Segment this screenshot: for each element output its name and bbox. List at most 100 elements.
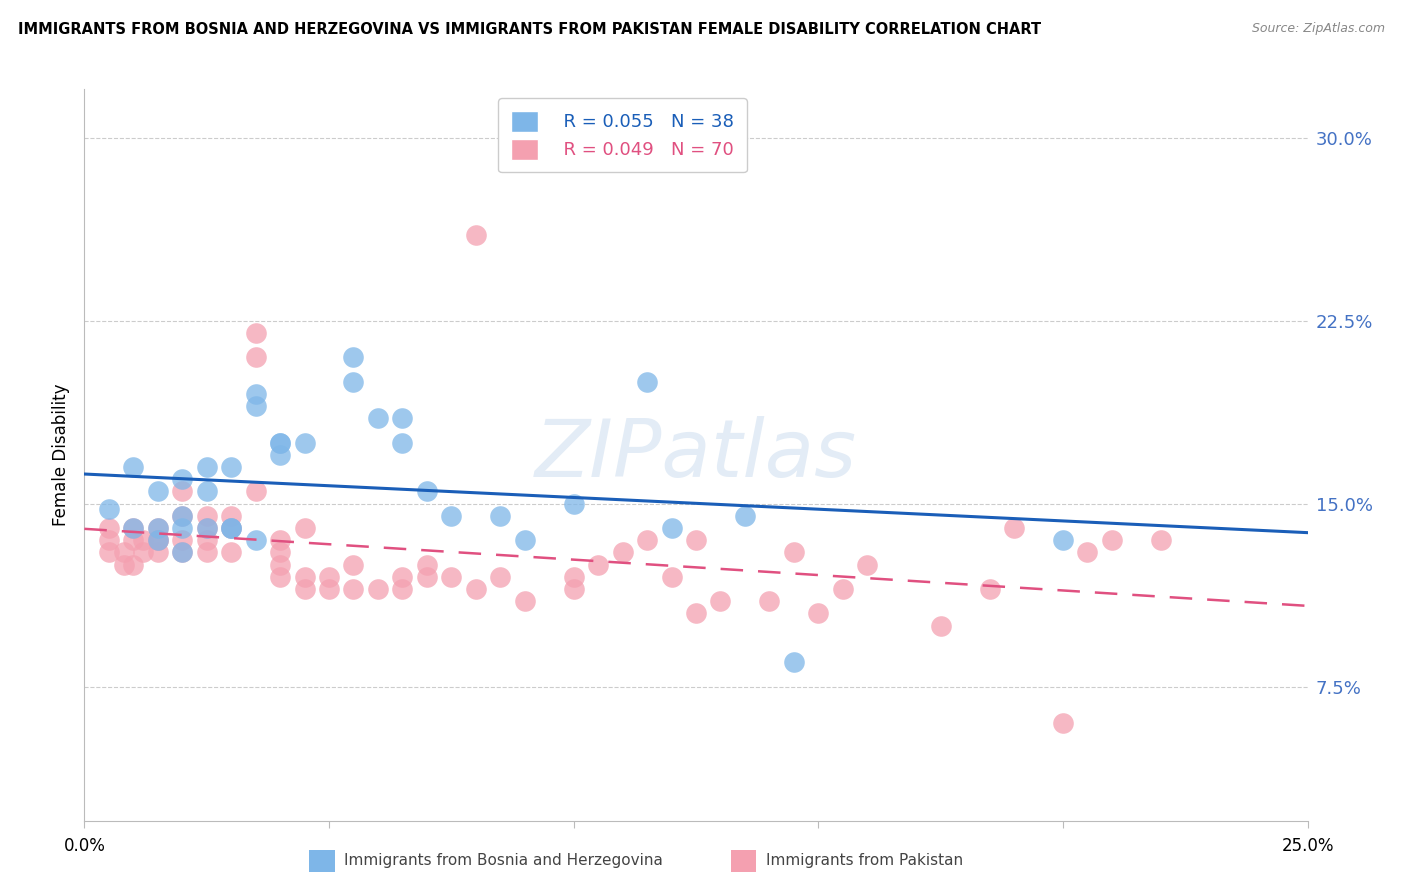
Point — [219, 521, 242, 535]
Text: 0.0%: 0.0% — [63, 838, 105, 855]
Point — [269, 533, 291, 548]
Point — [513, 594, 536, 608]
Point — [195, 484, 218, 499]
Point — [367, 411, 389, 425]
Point — [112, 558, 135, 572]
Point — [172, 545, 194, 559]
Point — [269, 558, 291, 572]
Text: Immigrants from Bosnia and Herzegovina: Immigrants from Bosnia and Herzegovina — [344, 854, 664, 868]
Text: 25.0%: 25.0% — [1281, 838, 1334, 855]
Point — [685, 607, 707, 621]
Point — [97, 501, 120, 516]
Text: IMMIGRANTS FROM BOSNIA AND HERZEGOVINA VS IMMIGRANTS FROM PAKISTAN FEMALE DISABI: IMMIGRANTS FROM BOSNIA AND HERZEGOVINA V… — [18, 22, 1042, 37]
Point — [245, 326, 267, 340]
Point — [709, 594, 731, 608]
Point — [1150, 533, 1173, 548]
Legend:   R = 0.055   N = 38,   R = 0.049   N = 70: R = 0.055 N = 38, R = 0.049 N = 70 — [498, 98, 747, 172]
Point — [318, 582, 340, 596]
Point — [294, 570, 316, 584]
Point — [1052, 716, 1074, 731]
Point — [342, 351, 364, 365]
Point — [172, 484, 194, 499]
Point — [146, 521, 169, 535]
Point — [661, 521, 683, 535]
Point — [391, 411, 413, 425]
Point — [122, 521, 145, 535]
Point — [1002, 521, 1025, 535]
Point — [122, 533, 145, 548]
Point — [97, 521, 120, 535]
Point — [219, 521, 242, 535]
Point — [318, 570, 340, 584]
Point — [245, 399, 267, 413]
Point — [294, 521, 316, 535]
Point — [195, 508, 218, 523]
Point — [416, 484, 439, 499]
Point — [195, 545, 218, 559]
Point — [269, 545, 291, 559]
Point — [661, 570, 683, 584]
Point — [146, 521, 169, 535]
Point — [172, 545, 194, 559]
Point — [146, 533, 169, 548]
Point — [929, 618, 952, 632]
Point — [831, 582, 853, 596]
Point — [342, 558, 364, 572]
Point — [269, 435, 291, 450]
Point — [342, 375, 364, 389]
Point — [172, 521, 194, 535]
Text: ZIPatlas: ZIPatlas — [534, 416, 858, 494]
Point — [489, 508, 512, 523]
Point — [97, 545, 120, 559]
Point — [1052, 533, 1074, 548]
Point — [122, 558, 145, 572]
Y-axis label: Female Disability: Female Disability — [52, 384, 70, 526]
Point — [586, 558, 609, 572]
Point — [146, 533, 169, 548]
Point — [195, 521, 218, 535]
Point — [172, 472, 194, 486]
Point — [562, 570, 585, 584]
Point — [219, 545, 242, 559]
Point — [132, 545, 155, 559]
Point — [195, 460, 218, 475]
Point — [219, 460, 242, 475]
Point — [391, 582, 413, 596]
Point — [562, 497, 585, 511]
Point — [783, 655, 806, 669]
Point — [636, 375, 658, 389]
Point — [245, 387, 267, 401]
Point — [269, 570, 291, 584]
Point — [612, 545, 634, 559]
Point — [122, 521, 145, 535]
Point — [219, 521, 242, 535]
Point — [342, 582, 364, 596]
Point — [294, 582, 316, 596]
Point — [172, 508, 194, 523]
Point — [783, 545, 806, 559]
Point — [979, 582, 1001, 596]
Point — [734, 508, 756, 523]
Point — [391, 570, 413, 584]
Point — [562, 582, 585, 596]
Point — [245, 351, 267, 365]
Point — [464, 228, 486, 243]
Point — [132, 533, 155, 548]
Point — [440, 508, 463, 523]
Point — [807, 607, 830, 621]
Point — [269, 448, 291, 462]
Point — [440, 570, 463, 584]
Point — [146, 484, 169, 499]
Point — [112, 545, 135, 559]
Point — [269, 435, 291, 450]
Point — [195, 533, 218, 548]
Point — [685, 533, 707, 548]
Text: Source: ZipAtlas.com: Source: ZipAtlas.com — [1251, 22, 1385, 36]
Point — [146, 545, 169, 559]
Point — [294, 435, 316, 450]
Point — [195, 521, 218, 535]
Point — [416, 558, 439, 572]
Point — [367, 582, 389, 596]
Point — [1101, 533, 1123, 548]
Point — [464, 582, 486, 596]
